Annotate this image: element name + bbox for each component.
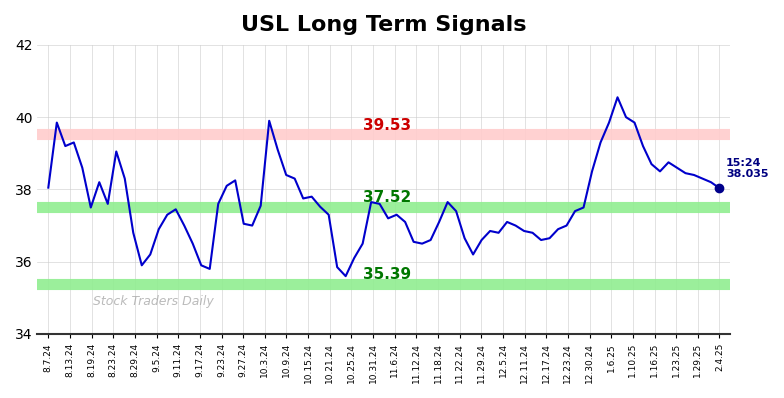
Text: 15:24
38.035: 15:24 38.035 [726,158,768,179]
Title: USL Long Term Signals: USL Long Term Signals [241,15,527,35]
Text: 37.52: 37.52 [363,190,412,205]
Text: Stock Traders Daily: Stock Traders Daily [93,295,214,308]
Text: 39.53: 39.53 [363,118,412,133]
Text: 35.39: 35.39 [363,267,412,283]
